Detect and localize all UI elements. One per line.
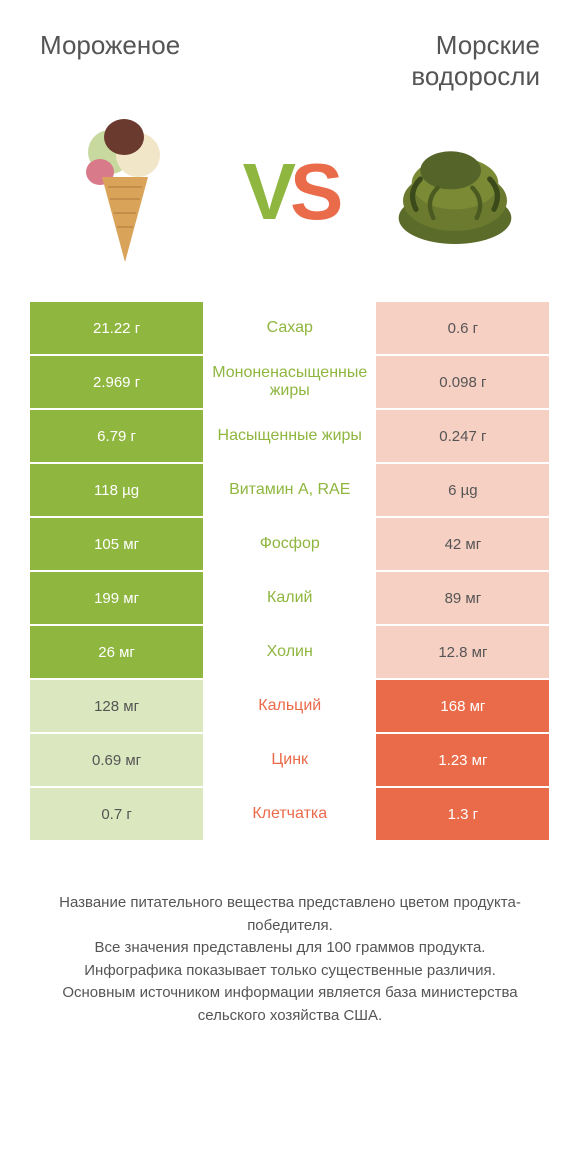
right-value: 12.8 мг (376, 626, 549, 678)
footer-line-4: Основным источником информации является … (30, 982, 550, 1027)
right-value: 42 мг (376, 518, 549, 570)
comparison-table: 21.22 гСахар0.6 г2.969 гМононенасыщенные… (0, 302, 580, 842)
table-row: 0.7 гКлетчатка1.3 г (30, 788, 550, 842)
title-left: Мороженое (40, 30, 180, 92)
left-value: 0.69 мг (30, 734, 203, 786)
nutrient-label: Сахар (203, 302, 376, 354)
nutrient-label: Калий (203, 572, 376, 624)
vs-label: VS (243, 146, 338, 238)
table-row: 2.969 гМононенасыщенные жиры0.098 г (30, 356, 550, 410)
left-value: 21.22 г (30, 302, 203, 354)
nutrient-label: Мононенасыщенные жиры (203, 356, 376, 408)
right-value: 89 мг (376, 572, 549, 624)
right-value: 0.6 г (376, 302, 549, 354)
title-right: Морскиеводоросли (411, 30, 540, 92)
table-row: 0.69 мгЦинк1.23 мг (30, 734, 550, 788)
nutrient-label: Клетчатка (203, 788, 376, 840)
right-value: 1.23 мг (376, 734, 549, 786)
footer-line-3: Инфографика показывает только существенн… (30, 960, 550, 983)
vs-row: VS (0, 102, 580, 302)
table-row: 105 мгФосфор42 мг (30, 518, 550, 572)
nutrient-label: Насыщенные жиры (203, 410, 376, 462)
nutrient-label: Холин (203, 626, 376, 678)
vs-v: V (243, 147, 290, 236)
right-value: 1.3 г (376, 788, 549, 840)
seaweed-icon (390, 112, 520, 272)
footer-line-1: Название питательного вещества представл… (30, 892, 550, 937)
left-value: 199 мг (30, 572, 203, 624)
nutrient-label: Цинк (203, 734, 376, 786)
table-row: 21.22 гСахар0.6 г (30, 302, 550, 356)
footer-notes: Название питательного вещества представл… (0, 842, 580, 1057)
table-row: 6.79 гНасыщенные жиры0.247 г (30, 410, 550, 464)
ice-cream-icon (60, 112, 190, 272)
table-row: 199 мгКалий89 мг (30, 572, 550, 626)
nutrient-label: Фосфор (203, 518, 376, 570)
right-value: 0.098 г (376, 356, 549, 408)
right-value: 0.247 г (376, 410, 549, 462)
left-value: 105 мг (30, 518, 203, 570)
left-value: 26 мг (30, 626, 203, 678)
nutrient-label: Кальций (203, 680, 376, 732)
table-row: 26 мгХолин12.8 мг (30, 626, 550, 680)
table-row: 128 мгКальций168 мг (30, 680, 550, 734)
left-value: 118 µg (30, 464, 203, 516)
right-value: 6 µg (376, 464, 549, 516)
header: Мороженое Морскиеводоросли (0, 0, 580, 102)
left-value: 2.969 г (30, 356, 203, 408)
nutrient-label: Витамин A, RAE (203, 464, 376, 516)
left-value: 6.79 г (30, 410, 203, 462)
left-value: 0.7 г (30, 788, 203, 840)
left-value: 128 мг (30, 680, 203, 732)
table-row: 118 µgВитамин A, RAE6 µg (30, 464, 550, 518)
right-value: 168 мг (376, 680, 549, 732)
footer-line-2: Все значения представлены для 100 граммо… (30, 937, 550, 960)
vs-s: S (290, 147, 337, 236)
